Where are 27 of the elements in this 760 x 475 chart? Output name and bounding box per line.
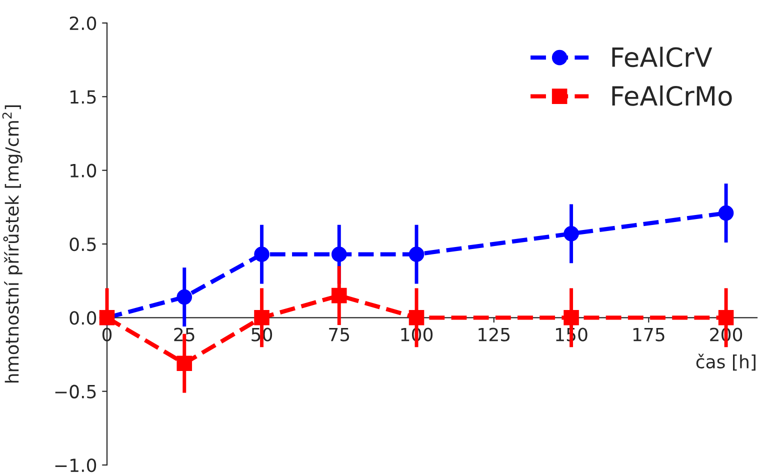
y-tick-label: 1.5: [70, 90, 96, 104]
x-tick-label: 25: [174, 328, 194, 342]
legend-label: FeAlCrV: [612, 46, 712, 68]
x-tick-label: 175: [633, 328, 664, 342]
point: [408, 246, 424, 262]
y-tick-label: 1.0: [70, 164, 96, 178]
y-tick-label: 0.0: [70, 311, 96, 325]
point: [254, 310, 270, 326]
point: [176, 289, 192, 305]
point: [718, 205, 734, 221]
x-axis-title: čas [h]: [696, 354, 756, 371]
point: [332, 246, 347, 262]
y-tick-label: −1.0: [55, 458, 96, 472]
x-tick-label: 125: [478, 328, 510, 342]
point: [332, 288, 347, 304]
point: [564, 226, 579, 242]
point: [408, 310, 424, 326]
y-tick-label: 2.0: [70, 16, 96, 30]
y-axis-title: hmotnostní přírůstek [mg/cm$^{2}$]: [2, 105, 22, 383]
y-tick-label: 0.5: [70, 237, 96, 252]
x-tick-label: 75: [329, 328, 350, 342]
legend-label: FeAlCrMo: [612, 85, 732, 106]
point: [254, 246, 270, 262]
y-tick-label: −0.5: [55, 384, 96, 398]
point: [564, 310, 579, 326]
point: [718, 310, 734, 326]
point: [176, 356, 192, 371]
